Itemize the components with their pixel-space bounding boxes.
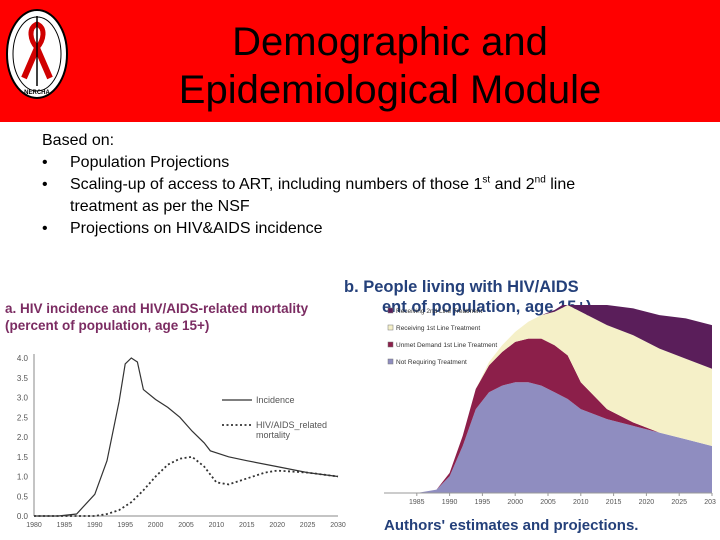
y-tick-label: 2.0 xyxy=(17,433,29,442)
title-line-2: Epidemiological Module xyxy=(178,68,602,112)
x-tick-label: 2025 xyxy=(671,499,687,506)
y-tick-label: 1.5 xyxy=(17,453,29,462)
series-line-mortality xyxy=(34,455,339,517)
slide-title: Demographic and Epidemiological Module xyxy=(90,18,690,114)
x-tick-label: 2020 xyxy=(269,522,285,529)
bullet-text: line xyxy=(545,176,576,193)
x-tick-label: 2010 xyxy=(209,522,225,529)
x-tick-label: 1980 xyxy=(26,522,42,529)
chart-a-title: a. HIV incidence and HIV/AIDS-related mo… xyxy=(5,300,308,334)
x-tick-label: 2025 xyxy=(300,522,316,529)
legend-swatch xyxy=(387,307,394,314)
x-tick-label: 2030 xyxy=(704,499,716,506)
x-tick-label: 2015 xyxy=(606,499,622,506)
x-tick-label: 2015 xyxy=(239,522,255,529)
source-note: Authors' estimates and projections. xyxy=(384,517,639,534)
y-tick-label: 3.5 xyxy=(17,374,29,383)
chart-b-title-line-2: ent of population, age 15+) xyxy=(382,298,592,316)
x-tick-label: 1985 xyxy=(409,499,425,506)
chart-a-title-line-1: a. HIV incidence and HIV/AIDS-related mo… xyxy=(5,301,309,316)
chart-a-incidence-mortality: 0.0 0.5 1.0 1.5 2.0 2.5 3.0 3.5 4.0 1980 1985 1990 1… xyxy=(17,354,346,529)
superscript: st xyxy=(482,174,491,186)
legend-label-mortality-line-2: mortality xyxy=(256,430,291,440)
x-tick-label: 2000 xyxy=(507,499,523,506)
y-tick-label: 3.0 xyxy=(17,394,29,403)
legend-label-incidence: Incidence xyxy=(256,395,295,405)
bullet-item: Projections on HIV&AIDS incidence xyxy=(42,218,575,240)
legend-label-mortality-line-1: HIV/AIDS_related xyxy=(256,420,327,430)
bullet-text: Projections on HIV&AIDS incidence xyxy=(70,220,323,237)
area-layer-2 xyxy=(384,305,712,493)
legend-label: Receiving 2nd Line Treatment xyxy=(396,308,483,315)
x-tick-label: 1990 xyxy=(442,499,458,506)
intro-text: Based on: xyxy=(42,132,115,149)
chart-a-title-line-2: (percent of population, age 15+) xyxy=(5,318,210,333)
x-tick-label: 1990 xyxy=(87,522,103,529)
legend-swatch xyxy=(387,324,394,331)
x-tick-label: 2030 xyxy=(330,522,346,529)
series-line-incidence xyxy=(34,357,339,517)
x-tick-label: 2010 xyxy=(573,499,589,506)
legend-swatch xyxy=(387,341,394,348)
bullet-item: Population Projections xyxy=(42,152,575,174)
x-tick-label: 1985 xyxy=(57,522,73,529)
area-layer-3 xyxy=(384,305,712,493)
x-tick-label: 2000 xyxy=(148,522,164,529)
bullet-list: Population Projections Scaling-up of acc… xyxy=(42,152,575,240)
area-layer-0 xyxy=(384,382,712,493)
y-tick-label: 2.5 xyxy=(17,413,29,422)
x-tick-label: 2005 xyxy=(540,499,556,506)
legend-label-mortality: HIV/AIDS_related mortality xyxy=(256,420,327,440)
y-tick-label: 1.0 xyxy=(17,473,29,482)
y-tick-label: 0.0 xyxy=(17,512,29,521)
chart-b-title: b. People living with HIV/AIDS ent of po… xyxy=(344,277,591,317)
area-layer-1 xyxy=(384,338,712,493)
x-tick-label: 1995 xyxy=(475,499,491,506)
title-banner: NERCHA Demographic and Epidemiological M… xyxy=(0,0,720,122)
title-line-1: Demographic and xyxy=(232,20,548,64)
legend-label: Not Requiring Treatment xyxy=(396,359,467,366)
x-tick-label: 2005 xyxy=(178,522,194,529)
legend-label: Unmet Demand 1st Line Treatment xyxy=(396,342,497,349)
chart-b-title-line-1: b. People living with HIV/AIDS xyxy=(344,278,579,296)
x-tick-label: 2020 xyxy=(639,499,655,506)
bullet-text: treatment as per the NSF xyxy=(70,198,250,215)
x-tick-label: 1995 xyxy=(117,522,133,529)
logo-text: NERCHA xyxy=(24,90,50,96)
superscript: nd xyxy=(534,174,546,186)
bullet-item: Scaling-up of access to ART, including n… xyxy=(42,174,575,218)
nercha-logo-icon: NERCHA xyxy=(6,9,68,99)
bullet-text: Scaling-up of access to ART, including n… xyxy=(70,176,483,193)
y-tick-label: 4.0 xyxy=(17,354,29,363)
bullet-text: and 2 xyxy=(490,176,535,193)
legend-swatch xyxy=(387,358,394,365)
y-tick-label: 0.5 xyxy=(17,492,29,501)
legend-label: Receiving 1st Line Treatment xyxy=(396,325,480,332)
slide-body: Based on: Population Projections Scaling… xyxy=(42,130,575,240)
bullet-text: Population Projections xyxy=(70,154,230,171)
chart-b-people-living-with-hiv: 1985 1990 1995 2000 2005 2010 2015 2020 2025 2030… xyxy=(384,305,716,506)
